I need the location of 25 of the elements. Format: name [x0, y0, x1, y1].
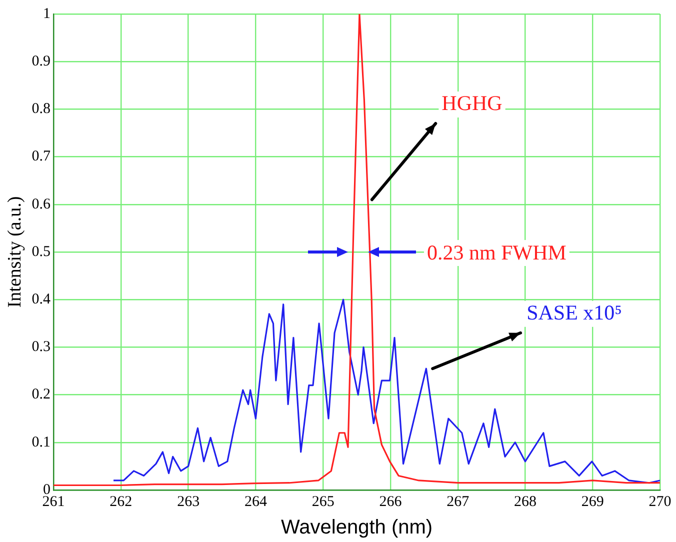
x-tick-label: 265 — [312, 494, 334, 510]
annotation: 0.23 nm FWHM — [426, 240, 567, 265]
text: SASE x10⁵ — [526, 300, 622, 324]
y-tick-label: 0.7 — [32, 148, 52, 165]
y-axis-title: Intensity (a.u.) — [4, 196, 26, 308]
x-tick-label: 268 — [514, 494, 536, 510]
x-tick-label: 270 — [648, 494, 672, 510]
x-tick-label: 267 — [446, 494, 470, 510]
y-tick-label: 0.1 — [32, 434, 51, 450]
y-tick-label: 0.6 — [32, 196, 52, 212]
x-tick-label: 269 — [581, 494, 604, 510]
x-tick-label: 261 — [42, 494, 65, 510]
x-axis-title: Wavelength (nm) — [281, 516, 433, 539]
x-tick-label: 264 — [244, 494, 268, 510]
x-tick-label: 262 — [110, 494, 132, 510]
y-tick-label: 0.3 — [32, 339, 51, 356]
y-tick-label: 0.8 — [32, 101, 51, 118]
y-tick-label: 0.5 — [32, 244, 51, 260]
y-tick-label: 0.4 — [32, 292, 52, 308]
y-tick-label: 1 — [43, 6, 51, 22]
text: HGHG — [442, 90, 502, 115]
y-tick-label: 0.9 — [32, 54, 51, 70]
x-tick-label: 266 — [379, 494, 402, 510]
y-tick-label: 0.2 — [32, 386, 51, 403]
x-tick-label: 263 — [177, 494, 200, 510]
